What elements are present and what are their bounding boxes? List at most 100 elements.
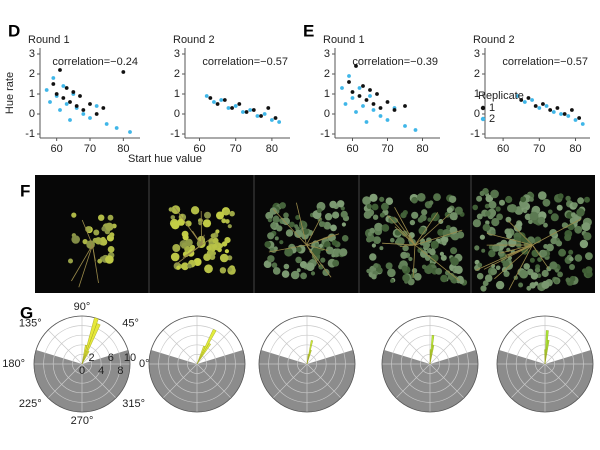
stem [78,244,93,288]
point [81,112,86,116]
grid-spoke [510,363,546,399]
leaf [417,217,424,223]
leaf [390,278,395,283]
point [580,122,585,126]
leaf [529,257,535,263]
leaf [585,252,593,260]
leaf [212,237,219,244]
leaf [310,271,316,276]
leaf [325,246,334,255]
leaf [98,214,105,221]
leaf [411,196,418,204]
y-tick-label: 2 [174,68,180,80]
point [226,106,231,110]
stem [412,244,416,278]
leaf [219,267,227,274]
point [94,104,99,108]
leaf [418,226,427,235]
leaf [572,202,578,208]
stem [394,216,416,246]
stem [505,244,533,256]
theta-tick-label: 0° [139,358,150,370]
point [114,126,119,130]
stem [414,212,439,246]
leaf [505,216,512,223]
leaf [225,219,230,224]
x-tick-label: 70 [381,143,393,155]
leaf [428,200,434,205]
annotation: correlation=−0.57 [502,56,588,68]
leaf [369,253,377,261]
point [526,96,531,100]
leaf [519,199,528,208]
leaf [227,224,232,229]
point [368,94,372,98]
theta-tick-label: 180° [2,358,25,370]
leaf [454,206,463,215]
leaf [569,256,574,262]
leaf [216,211,224,220]
leaf [218,243,224,248]
polar-frame [33,315,131,413]
point [101,106,106,110]
leaf [517,221,523,227]
leaf [93,229,100,236]
leaf [476,195,483,202]
leaf [168,207,173,212]
leaf [324,213,333,221]
y-tick-label: -1 [320,128,330,140]
point [392,108,397,112]
x-axis-label: Start hue value [128,153,202,165]
grid-spoke [272,363,308,399]
stem [394,207,416,246]
leaf [296,246,302,253]
point [385,100,390,104]
point [248,108,253,112]
photos [68,175,593,293]
theta-tick-label: 90° [74,301,91,313]
leaf [574,225,583,234]
stem [182,244,202,258]
leaf [190,206,200,215]
leaf [202,219,212,228]
point [573,118,578,122]
leaf [71,212,77,218]
point [343,102,348,106]
x-tick-label: 60 [346,143,358,155]
leaf [435,267,443,275]
leaf [204,264,213,274]
point [350,90,355,94]
leaf [341,222,346,227]
leaf [554,268,560,273]
chart-title: Round 2 [173,34,215,46]
point [378,114,383,118]
leaf [294,229,303,238]
leaf [488,200,497,209]
leaf [479,190,485,196]
point [81,108,86,112]
point [54,92,59,96]
leaf [319,221,326,227]
leaf [472,204,479,211]
x-tick-label: 70 [533,143,545,155]
leaf [446,225,451,230]
leaf [541,269,549,278]
leaf [170,252,180,262]
chart-title: Round 1 [323,34,365,46]
point [255,114,260,118]
r-tick-label: 2 [89,352,95,364]
point [251,108,256,112]
leaf [421,264,427,270]
leaf [407,278,415,286]
y-tick-label: 2 [29,68,35,80]
stem [532,218,582,246]
leaf [267,218,272,223]
leaf [482,223,491,232]
leaf [329,200,337,209]
y-tick-label: 0 [174,108,180,120]
point [78,94,82,98]
point [58,68,62,72]
leaf [400,251,408,259]
leaf [295,215,301,220]
